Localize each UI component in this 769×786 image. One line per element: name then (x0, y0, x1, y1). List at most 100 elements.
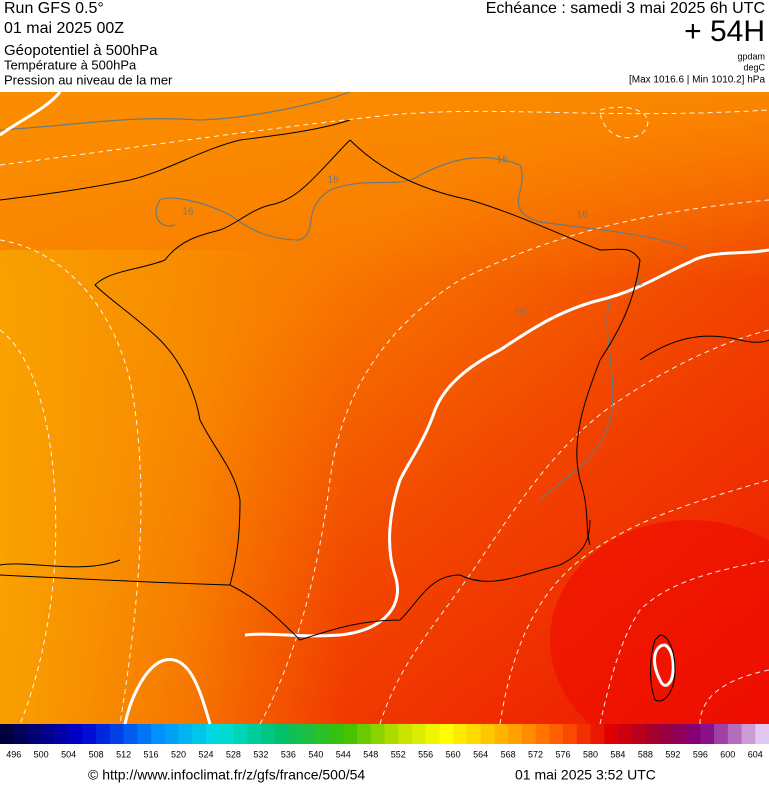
colorbar-cell (233, 724, 248, 744)
colorbar-cell (68, 724, 83, 744)
colorbar-label: 536 (281, 749, 296, 759)
colorbar-cell (82, 724, 97, 744)
header: Run GFS 0.5° 01 mai 2025 00Z Géopotentie… (4, 0, 766, 87)
colorbar-label: 552 (391, 749, 406, 759)
colorbar-cell (164, 724, 180, 744)
contour-label: 16 (514, 307, 526, 318)
colorbar-cell (727, 724, 743, 744)
run-date: 01 mai 2025 00Z (4, 20, 124, 37)
field-shade (550, 520, 769, 724)
source: © http://www.infoclimat.fr/z/gfs/france/… (88, 767, 365, 783)
colorbar-label: 532 (253, 749, 268, 759)
colorbar-label: 568 (501, 749, 516, 759)
colorbar-label: 540 (308, 749, 323, 759)
temperature-dashes (0, 106, 769, 724)
colorbar-label: 508 (89, 749, 104, 759)
colorbar-cell (27, 724, 42, 744)
colorbar-cell (192, 724, 207, 744)
pressure-isobars (0, 92, 769, 724)
colorbar-label: 528 (226, 749, 241, 759)
colorbar-cell (315, 724, 331, 744)
colorbar-label: 592 (665, 749, 680, 759)
colorbar-label: 584 (610, 749, 625, 759)
coastlines-borders (0, 119, 769, 702)
colorbar-cell (741, 724, 756, 744)
colorbar-cell (370, 724, 385, 744)
colorbar-cell (109, 724, 125, 744)
colorbar-label: 548 (363, 749, 378, 759)
colorbar-cell (123, 724, 138, 744)
field: Pression au niveau de la mer (4, 72, 173, 87)
contour-label: 6 (637, 278, 643, 289)
colorbar-label: 596 (693, 749, 708, 759)
colorbar-label: 496 (6, 749, 21, 759)
colorbar-cell (0, 724, 15, 744)
colorbar-cell (645, 724, 660, 744)
colorbar-label: 600 (720, 749, 735, 759)
colorbar-cell (302, 724, 317, 744)
colorbar-cell (13, 724, 28, 744)
colorbar-cell (357, 724, 372, 744)
colorbar-label: 556 (418, 749, 433, 759)
colorbar-cell (343, 724, 358, 744)
lead-time: + 54H (684, 15, 765, 48)
colorbar-cell (617, 724, 633, 744)
colorbar-label: 520 (171, 749, 186, 759)
colorbar-label: 576 (556, 749, 571, 759)
colorbar-cell (54, 724, 70, 744)
contour-labels: 16 16 16 16 16 6 (182, 155, 643, 318)
colorbar-cell (41, 724, 56, 744)
colorbar-cell (672, 724, 688, 744)
colorbar-cell (384, 724, 399, 744)
colorbar-cell (411, 724, 427, 744)
colorbar-cell (549, 724, 564, 744)
colorbar-label: 572 (528, 749, 543, 759)
colorbar-cell (714, 724, 729, 744)
colorbar-label: 580 (583, 749, 598, 759)
colorbar-cell (576, 724, 591, 744)
colorbar-cell (398, 724, 413, 744)
colorbar-cell (466, 724, 482, 744)
colorbar-label: 500 (34, 749, 49, 759)
colorbar-cell (260, 724, 276, 744)
colorbar-cell (631, 724, 646, 744)
colorbar-label: 560 (446, 749, 461, 759)
colorbar-cell (755, 724, 769, 744)
colorbar-cell (604, 724, 619, 744)
valid-time: Echéance : samedi 3 mai 2025 6h UTC (486, 0, 765, 17)
field: Géopotentiel à 500hPa (4, 42, 158, 59)
colorbar-cell (686, 724, 701, 744)
colorbar-cell (178, 724, 193, 744)
colorbar-cell (329, 724, 344, 744)
colorbar-cell (137, 724, 152, 744)
colorbar-cell (439, 724, 454, 744)
contour-label: 16 (182, 207, 194, 218)
contour-label: 16 (327, 175, 339, 186)
colorbar-cell (535, 724, 550, 744)
colorbar-cell (453, 724, 468, 744)
colorbar-label: 604 (748, 749, 763, 759)
colorbar-cell (590, 724, 605, 744)
colorbar-cell (151, 724, 166, 744)
colorbar-cell (219, 724, 234, 744)
colorbar-cell (480, 724, 495, 744)
unit: gpdam (737, 51, 765, 61)
colorbar-label: 524 (198, 749, 213, 759)
colorbar-label: 516 (144, 749, 159, 759)
map: 16 16 16 16 16 6 (0, 92, 769, 724)
colorbar-cell (700, 724, 715, 744)
colorbar-label: 544 (336, 749, 351, 759)
colorbar-cell (247, 724, 262, 744)
colorbar-cell (274, 724, 289, 744)
colorbar: 496 500 504 508 512 516 520 524 528 532 536 540 544 5… (0, 724, 769, 759)
colorbar-label: 504 (61, 749, 76, 759)
colorbar-cell (425, 724, 440, 744)
colorbar-cell (563, 724, 578, 744)
colorbar-label: 588 (638, 749, 653, 759)
contour-label: 16 (576, 210, 588, 221)
pressure-range: [Max 1016.6 | Min 1010.2] hPa (629, 75, 765, 86)
generated: 01 mai 2025 3:52 UTC (515, 767, 656, 783)
colorbar-label: 564 (473, 749, 488, 759)
run: Run GFS 0.5° (4, 0, 104, 17)
